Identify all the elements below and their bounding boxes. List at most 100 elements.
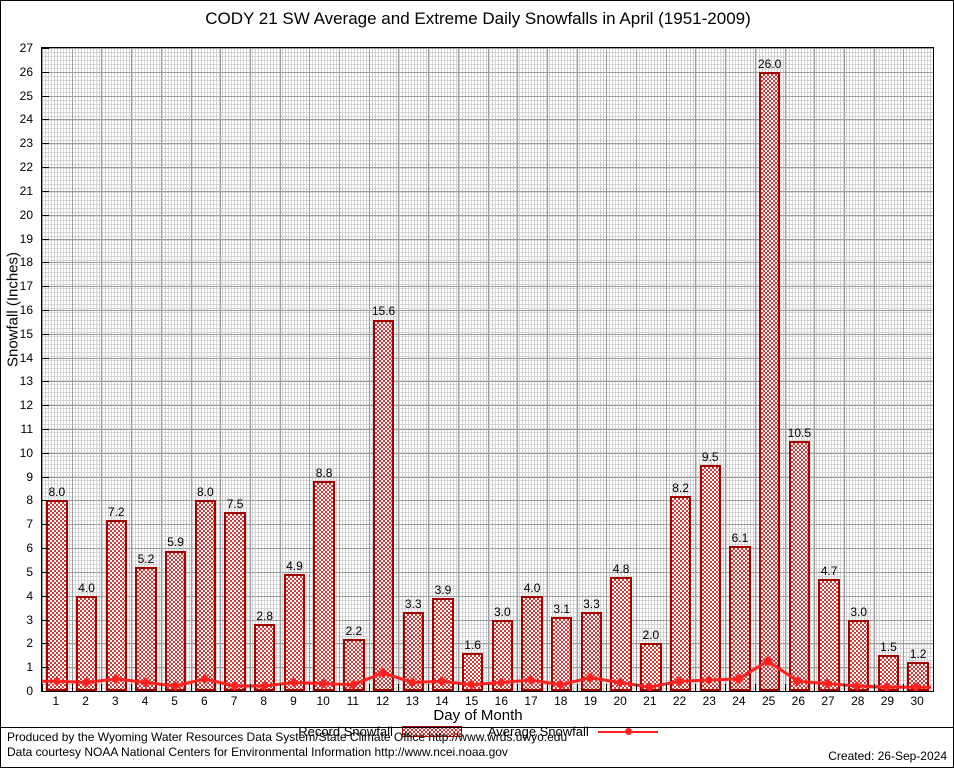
bar-value-label: 3.3 — [583, 597, 600, 612]
record-snowfall-bars: 8.0 4.0 7.2 5.2 5.9 8.0 7.5 2.8 4.9 8.8 2.2 15.6 3.3… — [42, 48, 933, 691]
bar-value-label: 9.5 — [701, 449, 719, 464]
y-axis-tick — [42, 619, 49, 621]
y-axis-title: Snowfall (Inches) — [4, 251, 22, 368]
gridline-vertical — [457, 48, 459, 691]
y-axis-tick-label: 26 — [19, 64, 33, 79]
y-axis-tick-label: 4 — [26, 588, 33, 603]
legend-swatch-average-line — [597, 726, 658, 737]
y-axis-tick — [42, 500, 49, 502]
bar-value-label: 4.9 — [286, 559, 303, 574]
y-axis-tick-label: 16 — [19, 302, 33, 317]
bar-value-label: 6.1 — [731, 530, 749, 545]
gridline-vertical — [665, 48, 667, 691]
bar — [521, 595, 543, 691]
bar-value-label: 8.0 — [48, 485, 66, 500]
gridline-vertical — [695, 48, 697, 691]
x-axis-tick — [843, 684, 845, 691]
y-axis-tick-label: 23 — [19, 136, 33, 151]
x-axis-tick — [220, 684, 222, 691]
y-axis-tick-label: 15 — [19, 326, 33, 341]
gridline-vertical — [160, 48, 162, 691]
y-axis-tick — [42, 95, 49, 97]
y-axis-tick — [42, 333, 49, 335]
legend-line-marker — [624, 728, 632, 735]
average-line-marker — [792, 676, 803, 687]
y-axis-tick-label: 11 — [20, 422, 33, 437]
bar-value-label: 8.0 — [196, 485, 214, 500]
gridline-vertical — [279, 48, 281, 691]
average-line-marker — [111, 673, 122, 684]
x-axis-tick — [249, 684, 251, 691]
average-line-marker — [644, 682, 655, 691]
bar — [491, 619, 514, 691]
x-axis-tick-label: 10 — [316, 694, 330, 708]
bar — [432, 598, 454, 691]
bar-value-label: 3.3 — [404, 597, 422, 612]
y-axis-tick — [42, 643, 49, 645]
footer-line-producer: Produced by the Wyoming Water Resources … — [7, 730, 568, 744]
x-axis-tick-label: 18 — [554, 694, 568, 708]
y-axis-tick-label: 1 — [26, 660, 33, 675]
gridline-vertical — [339, 48, 340, 691]
y-axis-tick-label: 8 — [26, 493, 33, 508]
average-line-marker — [348, 679, 359, 690]
x-axis-tick-label: 19 — [583, 694, 598, 708]
x-axis-tick — [784, 684, 786, 691]
y-axis-tick — [42, 143, 49, 145]
y-axis-tick — [42, 405, 49, 407]
x-axis-tick — [636, 684, 637, 691]
y-axis-tick-label: 19 — [19, 231, 33, 246]
y-axis-tick-label: 17 — [19, 279, 33, 294]
x-axis-tick — [546, 684, 548, 691]
y-axis-tick-label: 13 — [19, 374, 33, 389]
y-axis-tick-label: 9 — [26, 469, 33, 484]
bar — [877, 655, 900, 691]
bar — [75, 595, 98, 691]
x-axis-tick-label: 22 — [672, 694, 687, 708]
bar-value-label: 1.2 — [909, 647, 927, 662]
gridline-vertical — [725, 48, 727, 691]
bar-value-label: 3.0 — [493, 604, 511, 619]
gridline-vertical — [784, 48, 786, 691]
bar-value-label: 3.9 — [434, 583, 452, 598]
y-axis-tick — [42, 691, 49, 692]
x-axis-tick-label: 1 — [52, 694, 60, 708]
x-axis-tick — [398, 684, 400, 691]
x-axis-tick — [517, 684, 519, 691]
y-axis-tick-label: 7 — [26, 517, 33, 532]
x-axis-tick — [665, 684, 667, 691]
bar — [135, 567, 157, 691]
x-axis-tick-label: 13 — [405, 694, 419, 708]
average-line-marker — [81, 677, 92, 688]
x-axis-tick — [428, 684, 430, 691]
y-axis-tick — [42, 476, 49, 478]
bar — [669, 495, 692, 691]
y-axis-tick-labels: 0 1 2 3 4 5 6 7 8 9 10 11 12 13 14 15 16 17 18 19 20 21 22 23 24… — [1, 42, 37, 697]
bar-value-label: 1.6 — [464, 637, 481, 652]
y-axis-tick-label: 10 — [19, 445, 33, 460]
x-axis-tick — [606, 684, 608, 691]
average-line-marker — [51, 676, 62, 687]
footer-line-source: Data courtesy NOAA National Centers for … — [7, 745, 508, 759]
x-axis-tick — [933, 684, 934, 691]
bar — [640, 643, 662, 691]
y-axis-tick — [42, 452, 49, 454]
x-axis-tick-label: 20 — [613, 694, 627, 708]
y-axis-tick-label: 18 — [19, 255, 33, 270]
gridline-vertical — [754, 48, 756, 691]
gridline-vertical — [814, 48, 816, 691]
average-line-marker — [525, 675, 536, 686]
legend-swatch-record-hatch — [401, 726, 462, 737]
bar-value-label: 4.8 — [612, 561, 630, 576]
x-axis-tick — [695, 684, 697, 691]
gridline-vertical — [131, 48, 133, 691]
x-axis-tick — [576, 684, 578, 691]
x-axis-tick-label: 9 — [290, 694, 297, 708]
bar — [194, 500, 217, 691]
chart-title: CODY 21 SW Average and Extreme Daily Sno… — [205, 9, 751, 28]
average-line-marker — [259, 680, 270, 691]
average-line-marker — [170, 680, 181, 691]
x-axis-tick — [279, 684, 281, 691]
y-axis-tick-label: 2 — [26, 636, 33, 651]
x-axis-tick — [309, 684, 311, 691]
